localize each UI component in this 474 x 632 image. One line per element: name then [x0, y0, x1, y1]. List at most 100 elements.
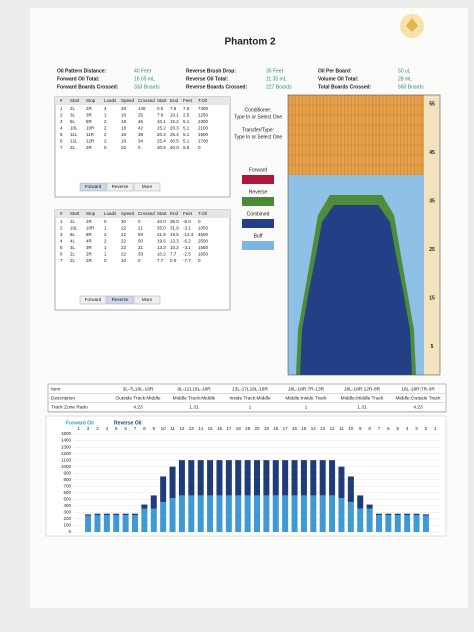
bar-segment	[385, 515, 392, 532]
x-tick-label: 13	[320, 426, 326, 431]
y-tick-label: 900	[63, 470, 71, 475]
bar-segment	[207, 460, 214, 496]
table-cell: 7.6	[157, 113, 164, 118]
y-tick-label: 1200	[61, 451, 72, 456]
y-tick-label: 1100	[61, 457, 71, 462]
table-header-bg	[55, 210, 230, 218]
table-header: Loads	[104, 211, 117, 216]
table-header: Start	[70, 98, 80, 103]
table-cell: -12.4	[183, 232, 194, 237]
table-cell: 1	[60, 106, 63, 111]
x-tick-label: 12	[179, 426, 185, 431]
table-cell: 2L	[70, 145, 76, 150]
tab[interactable]	[133, 182, 161, 192]
table-cell: 0	[104, 258, 107, 263]
table-cell: 10	[121, 258, 127, 263]
table-cell: 2500	[198, 239, 209, 244]
bar-segment	[319, 495, 326, 532]
table-cell: 2.5	[183, 113, 190, 118]
table-cell: -6.2	[183, 239, 191, 244]
x-tick-label: 5	[115, 426, 118, 431]
table-cell: 4L	[70, 239, 76, 244]
bar-segment	[178, 460, 185, 496]
x-tick-label: 4	[406, 426, 409, 431]
x-tick-label: 17	[283, 426, 289, 431]
bar-segment	[85, 514, 92, 516]
bar-segment	[272, 460, 279, 496]
table-cell: 10R	[86, 226, 95, 231]
bar-segment	[188, 460, 195, 496]
table-cell: 3R	[86, 245, 93, 250]
table-cell: -3.1	[183, 226, 191, 231]
bar-segment	[375, 513, 383, 516]
y-tick-label: 500	[63, 497, 71, 502]
pattern-labels: 55 45 35 25 15 5	[429, 101, 435, 350]
x-tick-label: 4	[106, 426, 109, 431]
table-cell: 35.0	[157, 226, 166, 231]
table-cell: 25	[138, 113, 144, 118]
bar-segment	[85, 515, 92, 532]
table-cell: 18	[121, 139, 127, 144]
table-cell: 9.5	[183, 145, 190, 150]
bar-segment	[291, 495, 298, 532]
bar-segment	[113, 513, 120, 516]
ratio-cell: Outside Track:Middle	[115, 395, 160, 401]
table-cell: 50	[138, 232, 144, 237]
x-tick-label: 7	[378, 426, 381, 431]
table-header: Feet	[183, 211, 193, 216]
tab[interactable]	[106, 295, 134, 305]
x-tick-label: 10	[161, 426, 167, 431]
x-tick-label: 6	[124, 426, 127, 431]
table-cell: 2	[60, 113, 63, 118]
table-cell: 5.1	[183, 139, 190, 144]
table-cell: 30.5	[170, 139, 179, 144]
tab[interactable]	[106, 182, 134, 192]
x-tick-label: 19	[264, 426, 270, 431]
bar-segment	[141, 508, 148, 532]
table-cell: 7	[60, 145, 63, 150]
bar-segment	[413, 513, 420, 516]
bar-segment	[282, 460, 289, 496]
table-cell: 8L	[70, 232, 76, 237]
table-cell: 8L	[70, 119, 76, 124]
table-cell: 1550	[198, 245, 209, 250]
ratio-cell: Middle:Inside Track	[285, 395, 327, 401]
pattern-label: 55	[429, 101, 435, 107]
table-cell: 19.5	[170, 232, 179, 237]
table-cell: 2	[104, 119, 107, 124]
table-cell: 7.6	[170, 106, 177, 111]
table-cell: 1	[60, 219, 63, 224]
table-cell: 35.0	[170, 219, 179, 224]
table-cell: 2L	[70, 258, 76, 263]
table-cell: 12R	[86, 139, 95, 144]
table-cell: 1250	[198, 113, 209, 118]
table-header: Crossed	[138, 98, 155, 103]
x-tick-label: 8	[368, 426, 371, 431]
x-tick-label: 6	[387, 426, 390, 431]
stat-value: 11.35 mL	[266, 76, 287, 82]
x-tick-label: 1	[434, 426, 437, 431]
y-tick-label: 200	[63, 516, 71, 521]
y-tick-label: 1500	[61, 431, 72, 436]
tab-label: More	[142, 297, 153, 302]
bar-segment	[253, 460, 261, 496]
table-cell: 0	[138, 145, 141, 150]
bar-segment	[413, 515, 420, 532]
bar-segment	[338, 466, 345, 499]
bar-segment	[329, 495, 336, 532]
x-tick-label: 3	[415, 426, 418, 431]
table-cell: 3	[60, 119, 63, 124]
bar-segment	[291, 460, 298, 496]
tab[interactable]	[79, 182, 107, 192]
tab[interactable]	[133, 295, 161, 305]
table-header: T.Oil	[198, 211, 207, 216]
bar-segment	[263, 495, 270, 532]
tab[interactable]	[79, 295, 107, 305]
ratio-cell: 4.23	[413, 404, 423, 410]
table-cell: 22	[121, 239, 127, 244]
x-tick-label: 19	[245, 426, 251, 431]
table-cell: 22	[121, 145, 127, 150]
bar-segment	[244, 460, 251, 496]
ratio-cell: 1.31	[189, 404, 199, 410]
